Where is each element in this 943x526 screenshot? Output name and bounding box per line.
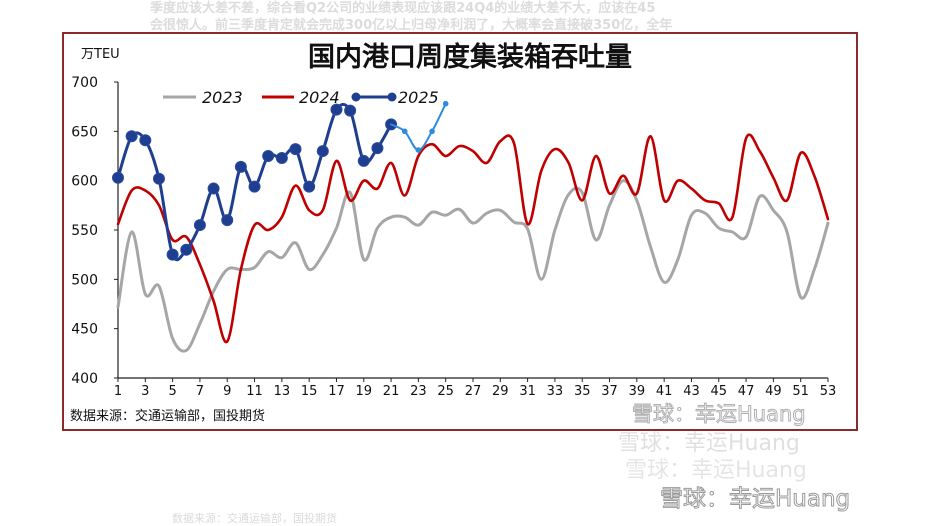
watermark-top: 雪球：幸运Huang bbox=[632, 402, 807, 427]
series-point-2025 bbox=[180, 243, 193, 256]
legend-label-2024: 2024 bbox=[299, 88, 340, 107]
series-point-2025 bbox=[234, 160, 247, 173]
series-point-2025 bbox=[344, 104, 357, 117]
series-point-forecast bbox=[415, 147, 422, 153]
series-point-forecast bbox=[429, 128, 435, 135]
series-line-2024 bbox=[116, 133, 830, 344]
watermark-main: 雪球：幸运Huang bbox=[659, 486, 851, 513]
x-tick-label: 5 bbox=[168, 384, 176, 399]
x-tick-label: 37 bbox=[601, 384, 618, 399]
series-line-2023 bbox=[116, 179, 830, 353]
watermark-echo-faded: 雪球：幸运Huang bbox=[618, 431, 800, 456]
x-tick-label: 39 bbox=[629, 384, 646, 399]
series-point-2025 bbox=[303, 180, 316, 193]
series-point-2025 bbox=[152, 172, 165, 185]
y-tick-label: 700 bbox=[71, 75, 98, 91]
series-point-forecast bbox=[401, 128, 408, 135]
series-point-2025 bbox=[125, 130, 138, 143]
x-tick-label: 51 bbox=[792, 384, 809, 399]
series-point-2025 bbox=[262, 150, 275, 162]
series-line-forecast bbox=[390, 102, 447, 152]
x-tick-label: 25 bbox=[437, 384, 454, 399]
x-tick-label: 47 bbox=[738, 384, 755, 399]
x-tick-label: 33 bbox=[547, 384, 564, 399]
x-tick-label: 45 bbox=[710, 384, 727, 399]
x-tick-label: 15 bbox=[301, 384, 318, 399]
y-tick-label: 550 bbox=[71, 223, 98, 239]
series-point-2025 bbox=[166, 248, 179, 261]
legend-label-2025: 2025 bbox=[398, 88, 439, 107]
x-tick-label: 17 bbox=[328, 384, 345, 399]
y-tick-label: 650 bbox=[71, 124, 98, 140]
y-tick-label: 450 bbox=[71, 322, 98, 338]
x-tick-label: 29 bbox=[492, 384, 509, 399]
y-tick-label: 600 bbox=[71, 174, 98, 190]
background-text-line-2: 会很惊人。前三季度肯定就会完成300亿以上归母净利润了，大概率会直接破350亿，… bbox=[150, 18, 673, 33]
legend-marker-2025 bbox=[387, 92, 397, 102]
x-tick-label: 41 bbox=[656, 384, 673, 399]
x-tick-label: 1 bbox=[114, 384, 122, 399]
series-point-2025 bbox=[207, 182, 220, 195]
series-point-2025 bbox=[112, 171, 124, 184]
series-point-2025 bbox=[221, 214, 234, 227]
series-point-2025 bbox=[357, 154, 370, 167]
legend-marker-2025 bbox=[351, 92, 361, 102]
background-article-text: 季度应该大差不差，综合看Q2公司的业绩表现应该跟24Q4的业绩大差不大，应该在4… bbox=[150, 0, 810, 34]
series-point-2025 bbox=[193, 219, 206, 232]
x-tick-label: 53 bbox=[820, 384, 837, 399]
x-tick-label: 49 bbox=[765, 384, 782, 399]
series-point-2025 bbox=[316, 145, 329, 158]
watermark-echo-faded-2: 雪球：幸运Huang bbox=[625, 458, 807, 483]
x-tick-label: 23 bbox=[410, 384, 427, 399]
legend-label-2023: 2023 bbox=[202, 88, 243, 107]
x-tick-label: 35 bbox=[574, 384, 591, 399]
x-tick-label: 9 bbox=[223, 384, 231, 399]
source-text: 数据来源：交通运输部，国投期货 bbox=[70, 408, 265, 424]
series-point-2025 bbox=[371, 142, 384, 155]
x-tick-label: 3 bbox=[141, 384, 149, 399]
y-unit-label: 万TEU bbox=[81, 47, 120, 62]
x-tick-label: 7 bbox=[196, 384, 204, 399]
source-echo-faded: 数据来源：交通运输部，国投期货 bbox=[172, 512, 337, 525]
series-point-2025 bbox=[289, 143, 302, 156]
x-tick-label: 43 bbox=[683, 384, 700, 399]
x-tick-label: 11 bbox=[246, 384, 263, 399]
x-tick-label: 27 bbox=[465, 384, 482, 399]
x-tick-label: 31 bbox=[519, 384, 536, 399]
chart-title: 国内港口周度集装箱吞吐量 bbox=[308, 41, 632, 73]
y-tick-label: 500 bbox=[71, 272, 98, 288]
background-text-line-1: 季度应该大差不差，综合看Q2公司的业绩表现应该跟24Q4的业绩大差不大，应该在4… bbox=[150, 1, 656, 16]
series-point-forecast bbox=[442, 100, 449, 107]
series-point-2025 bbox=[330, 103, 343, 116]
x-tick-label: 19 bbox=[355, 384, 372, 399]
series-point-2025 bbox=[275, 151, 288, 164]
x-tick-label: 13 bbox=[274, 384, 291, 399]
y-tick-label: 400 bbox=[71, 371, 98, 387]
series-point-2025 bbox=[139, 134, 152, 147]
series-point-2025 bbox=[248, 180, 261, 193]
x-tick-label: 21 bbox=[383, 384, 400, 399]
